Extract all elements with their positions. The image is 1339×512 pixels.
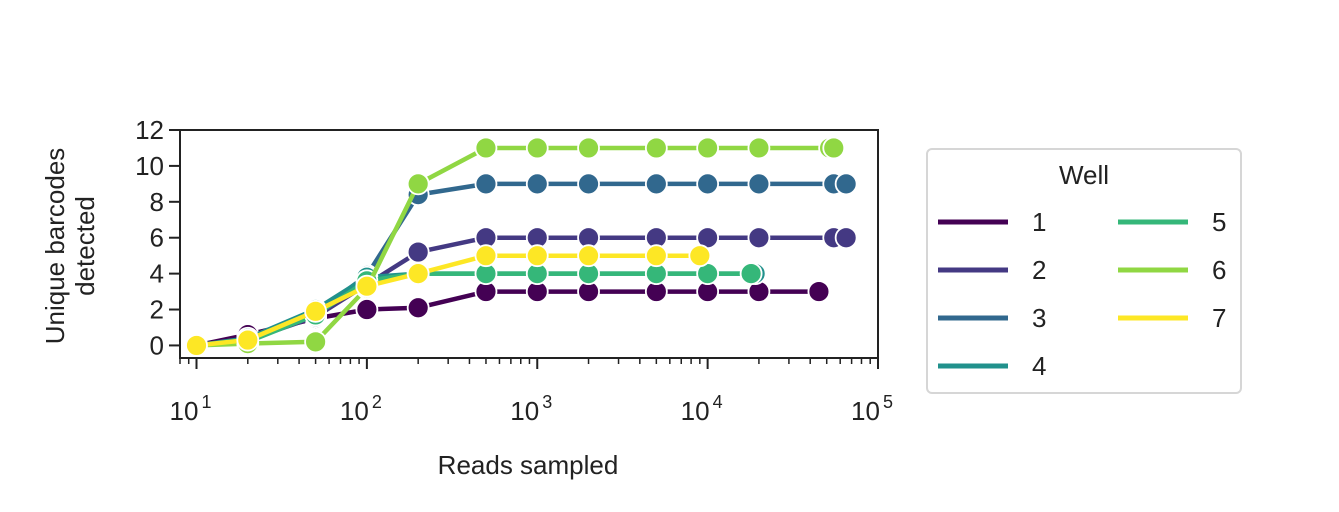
- x-tick-label: 10 3: [510, 392, 552, 426]
- series-point: [525, 172, 549, 196]
- series-point: [474, 244, 498, 268]
- plot-series: [185, 136, 858, 357]
- legend-label-6: 6: [1212, 255, 1226, 285]
- series-point: [696, 172, 720, 196]
- series-point: [304, 299, 327, 323]
- series-point: [474, 172, 498, 196]
- series-point: [644, 172, 668, 196]
- series-line: [194, 271, 754, 348]
- legend: Well 1 2 3 4 5 6 7: [938, 160, 1226, 381]
- legend-label-5: 5: [1212, 207, 1226, 237]
- y-axis: 0 2 4 6 8 10 12: [135, 115, 180, 360]
- x-axis: 10 1 10 2 10 3 10 4 10 5: [170, 358, 893, 426]
- series-line: [194, 253, 703, 348]
- x-tick-label: 10 4: [681, 392, 723, 426]
- y-axis-label-line-2: detected: [70, 196, 100, 296]
- series-point: [185, 334, 208, 357]
- legend-label-2: 2: [1032, 255, 1046, 285]
- series-point: [834, 172, 858, 196]
- legend-label-7: 7: [1212, 303, 1226, 333]
- x-tick-label: 10 2: [340, 392, 382, 426]
- y-tick-label: 8: [150, 187, 164, 217]
- series-point: [406, 172, 430, 196]
- series-point: [236, 328, 260, 352]
- series-point: [834, 226, 858, 250]
- series-point: [304, 330, 327, 354]
- series-7: [185, 244, 712, 357]
- series-point: [355, 298, 379, 321]
- legend-label-3: 3: [1032, 303, 1046, 333]
- series-point: [577, 172, 600, 196]
- y-tick-label: 4: [150, 259, 164, 289]
- y-tick-label: 2: [150, 295, 164, 325]
- series-line: [194, 271, 758, 348]
- series-point: [739, 262, 763, 286]
- series-point: [747, 226, 771, 250]
- series-point: [355, 274, 379, 298]
- y-tick-label: 6: [150, 223, 164, 253]
- series-point: [644, 136, 668, 160]
- series-point: [807, 280, 831, 303]
- series-point: [747, 172, 771, 196]
- y-tick-label: 12: [135, 115, 164, 145]
- series-line: [194, 145, 837, 348]
- x-tick-label: 10 1: [170, 392, 212, 426]
- series-point: [406, 296, 430, 320]
- series-point: [406, 262, 430, 286]
- legend-label-1: 1: [1032, 207, 1046, 237]
- series-point: [696, 136, 720, 160]
- x-tick-label: 10 5: [851, 392, 893, 426]
- legend-title: Well: [1059, 160, 1109, 190]
- y-tick-label: 0: [150, 330, 164, 360]
- series-point: [644, 244, 668, 268]
- series-point: [688, 244, 712, 268]
- legend-label-4: 4: [1032, 351, 1046, 381]
- series-point: [525, 136, 549, 160]
- series-point: [822, 136, 846, 160]
- series-point: [577, 136, 600, 160]
- x-axis-label: Reads sampled: [438, 450, 619, 480]
- y-tick-label: 10: [135, 151, 164, 181]
- series-point: [577, 244, 600, 268]
- series-point: [474, 136, 498, 160]
- series-point: [406, 240, 430, 264]
- series-point: [525, 244, 549, 268]
- series-point: [747, 136, 771, 160]
- y-axis-label-line-1: Unique barcodes: [40, 148, 70, 345]
